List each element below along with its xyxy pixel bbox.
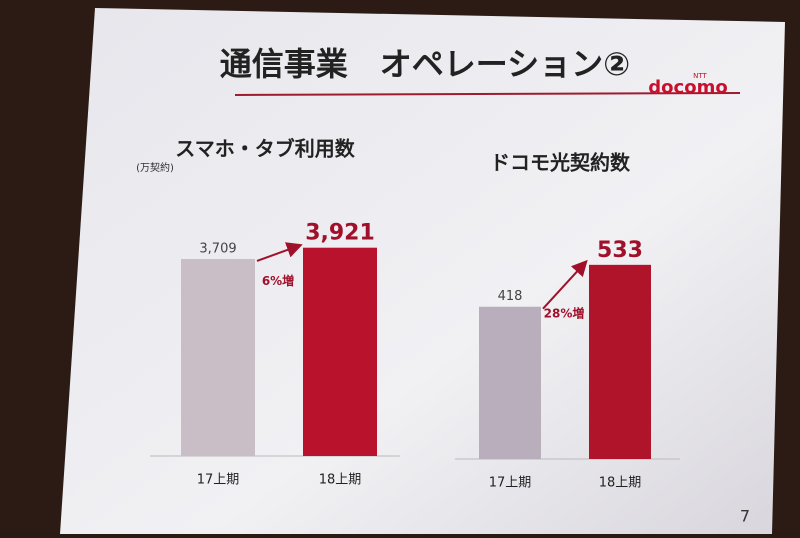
chart-title: スマホ・タブ利用数 bbox=[175, 137, 355, 161]
slide-title: 通信事業 オペレーション② bbox=[220, 45, 630, 83]
x-tick-label: 17上期 bbox=[489, 476, 532, 491]
x-tick-label: 18上期 bbox=[599, 476, 642, 491]
logo-small: NTT bbox=[693, 72, 707, 80]
bar bbox=[303, 247, 377, 456]
logo: docomo bbox=[648, 77, 727, 98]
growth-arrow bbox=[256, 242, 303, 262]
bar bbox=[479, 306, 541, 459]
page-number: 7 bbox=[740, 507, 750, 526]
value-label: 418 bbox=[498, 289, 523, 304]
x-tick-label: 18上期 bbox=[319, 473, 362, 488]
growth-annotation: 28%増 bbox=[544, 305, 585, 320]
chart-title: ドコモ光契約数 bbox=[490, 151, 631, 175]
growth-annotation: 6%増 bbox=[262, 273, 294, 288]
charts: スマホ・タブ利用数(万契約) 3,709 17上期 3,921 18上期 6%増 ドコモ光契… bbox=[136, 137, 680, 491]
x-tick-label: 17上期 bbox=[197, 473, 240, 488]
growth-arrow bbox=[542, 259, 588, 310]
title-rule bbox=[234, 92, 741, 96]
value-label: 3,709 bbox=[199, 241, 236, 256]
unit-label: (万契約) bbox=[136, 161, 174, 174]
bar bbox=[181, 258, 255, 456]
value-label: 533 bbox=[597, 238, 643, 263]
bar bbox=[589, 264, 651, 459]
value-label: 3,921 bbox=[305, 221, 375, 246]
